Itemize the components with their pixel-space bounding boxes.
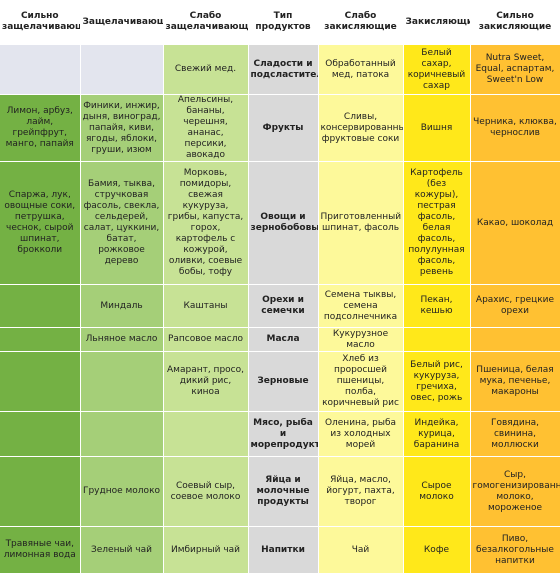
column-header: Сильно защелачивающие (0, 0, 81, 45)
food-cell (80, 44, 164, 95)
table-row: Миндаль Каштаны Орехи и семечки Семена тыкв… (0, 284, 560, 328)
food-cell: Льняное масло (80, 327, 164, 352)
food-cell (0, 327, 81, 352)
column-header: Тип продуктов (248, 0, 319, 45)
food-cell: Вишня (403, 94, 471, 162)
food-cell: Грудное молоко (80, 456, 164, 527)
food-cell: Говядина, свинина, моллюски (470, 411, 560, 457)
food-cell: Белый сахар, коричневый сахар (403, 44, 471, 95)
food-cell: Бамия, тыква, стручковая фасоль, свекла,… (80, 161, 164, 285)
food-cell (0, 284, 81, 328)
column-header: Защелачивающие (80, 0, 164, 45)
food-cell: Яйца, масло, йогурт, пахта, творог (318, 456, 404, 527)
header-row: Сильно защелачивающиеЗащелачивающиеСлабо… (0, 0, 560, 45)
food-cell: Черника, клюква, чернослив (470, 94, 560, 162)
food-cell: Морковь, помидоры, свежая кукуруза, гриб… (163, 161, 249, 285)
food-cell: Лимон, арбуз, лайм, грейпфрут, манго, па… (0, 94, 81, 162)
food-cell: Хлеб из проросшей пшеницы, полба, коричн… (318, 351, 404, 412)
food-cell: Амарант, просо, дикий рис, киноа (163, 351, 249, 412)
food-cell (0, 351, 81, 412)
food-cell: Соевый сыр, соевое молоко (163, 456, 249, 527)
food-cell (80, 411, 164, 457)
food-cell (403, 327, 471, 352)
food-cell (0, 411, 81, 457)
food-cell: Приготовленный шпинат, фасоль (318, 161, 404, 285)
food-cell: Спаржа, лук, овощные соки, петрушка, чес… (0, 161, 81, 285)
food-type-cell: Яйца и молочные продукты (248, 456, 319, 527)
food-type-cell: Мясо, рыба и морепродукты (248, 411, 319, 457)
food-cell: Имбирный чай (163, 526, 249, 574)
food-cell: Травяные чаи, лимонная вода (0, 526, 81, 574)
food-type-cell: Напитки (248, 526, 319, 574)
food-cell (0, 456, 81, 527)
food-cell: Свежий мед. (163, 44, 249, 95)
table-row: Лимон, арбуз, лайм, грейпфрут, манго, па… (0, 94, 560, 162)
food-cell: Зеленый чай (80, 526, 164, 574)
food-cell: Белый рис, кукуруза, гречиха, овес, рожь (403, 351, 471, 412)
table-row: Амарант, просо, дикий рис, киноа Зерновые… (0, 351, 560, 412)
food-cell: Рапсовое масло (163, 327, 249, 352)
food-type-cell: Фрукты (248, 94, 319, 162)
food-type-cell: Сладости и подсластители (248, 44, 319, 95)
food-cell: Сырое молоко (403, 456, 471, 527)
table-row: Льняное масло Рапсовое масло Масла Кукурузн… (0, 327, 560, 352)
food-cell (163, 411, 249, 457)
table-row: Грудное молоко Соевый сыр, соевое молоко Я… (0, 456, 560, 527)
table-body: Свежий мед.Сладости и подсластителиОбраб… (0, 44, 560, 574)
food-type-cell: Масла (248, 327, 319, 352)
table-row: Мясо, рыба и морепродуктыОленина, рыба и… (0, 411, 560, 457)
food-cell: Сливы, консервированные фруктовые соки (318, 94, 404, 162)
food-type-cell: Зерновые (248, 351, 319, 412)
food-type-cell: Овощи и зернобобовые (248, 161, 319, 285)
food-cell (80, 351, 164, 412)
food-cell: Финики, инжир, дыня, виноград, папайя, к… (80, 94, 164, 162)
food-cell: Чай (318, 526, 404, 574)
food-cell: Nutra Sweet, Equal, аспартам, Sweet'n Lo… (470, 44, 560, 95)
food-cell: Арахис, грецкие орехи (470, 284, 560, 328)
table-row: Спаржа, лук, овощные соки, петрушка, чес… (0, 161, 560, 285)
food-cell: Кофе (403, 526, 471, 574)
food-cell: Сыр, гомогенизированное молоко, морожено… (470, 456, 560, 527)
food-cell: Оленина, рыба из холодных морей (318, 411, 404, 457)
food-cell: Картофель (без кожуры), пестрая фасоль, … (403, 161, 471, 285)
table-row: Свежий мед.Сладости и подсластителиОбраб… (0, 44, 560, 95)
food-cell: Пшеница, белая мука, печенье, макароны (470, 351, 560, 412)
food-cell: Семена тыквы, семена подсолнечника (318, 284, 404, 328)
column-header: Слабо закисляющие (318, 0, 404, 45)
food-cell: Кукурузное масло (318, 327, 404, 352)
food-cell: Каштаны (163, 284, 249, 328)
food-cell: Обработанный мед, патока (318, 44, 404, 95)
food-cell (0, 44, 81, 95)
food-type-cell: Орехи и семечки (248, 284, 319, 328)
column-header: Слабо защелачивающие (163, 0, 249, 45)
food-cell (470, 327, 560, 352)
food-cell: Миндаль (80, 284, 164, 328)
table-row: Травяные чаи, лимонная вода Зеленый чай Им… (0, 526, 560, 574)
food-cell: Какао, шоколад (470, 161, 560, 285)
column-header: Сильно закисляющие (470, 0, 560, 45)
food-cell: Пиво, безалкогольные напитки (470, 526, 560, 574)
food-cell: Пекан, кешью (403, 284, 471, 328)
food-cell: Индейка, курица, баранина (403, 411, 471, 457)
food-cell: Апельсины, бананы, черешня, ананас, перс… (163, 94, 249, 162)
column-header: Закисляющие (403, 0, 471, 45)
